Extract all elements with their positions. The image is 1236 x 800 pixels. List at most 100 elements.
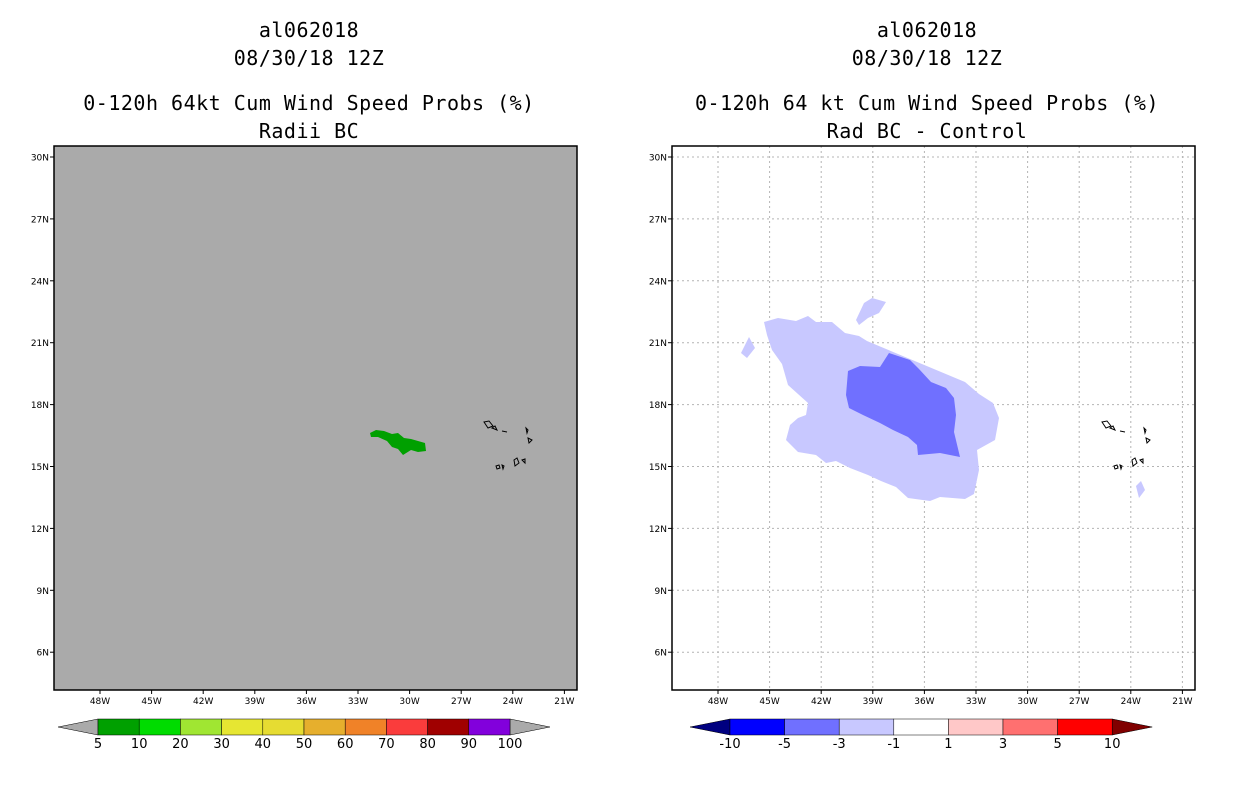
panel-radii-bc: al062018 08/30/18 12Z 0-120h 64kt Cum Wi… (31, 18, 578, 752)
map-frame (671, 145, 1196, 691)
colorbar-right-arrow (1111, 718, 1153, 736)
lon-label: 39W (863, 697, 883, 707)
diff-minus3-minus1-contour-west-patch (741, 337, 755, 358)
colorbar: -10 -5 -3 -1 1 3 5 10 (689, 718, 1153, 752)
colorbar-segment (262, 718, 305, 736)
lon-label: 21W (1172, 697, 1192, 707)
colorbar-label: 80 (419, 737, 436, 752)
lat-label: 12N (31, 525, 49, 535)
storm-id-title: al062018 (876, 18, 978, 42)
lat-label: 12N (649, 525, 667, 535)
colorbar-label: -10 (719, 737, 740, 752)
lat-label: 24N (31, 277, 49, 287)
colorbar-segment (1002, 718, 1058, 736)
lat-label: 15N (649, 463, 667, 473)
difference-contours (741, 298, 1145, 501)
lon-label: 42W (193, 697, 213, 707)
product-title: 0-120h 64 kt Cum Wind Speed Probs (%) (694, 91, 1160, 115)
colorbar-segment (180, 718, 222, 736)
diff-minus3-minus1-contour-north-lobe (856, 298, 886, 325)
lat-label: 30N (649, 154, 667, 164)
colorbar-left-arrow (57, 718, 99, 736)
latitude-labels: 30N 27N 24N 21N 18N 15N 12N 9N 6N (649, 154, 672, 659)
diff-minus5-minus3-contour (846, 353, 960, 457)
colorbar-segment (948, 718, 1004, 736)
probability-contours (370, 430, 426, 455)
lon-label: 36W (914, 697, 934, 707)
lon-label: 45W (141, 697, 161, 707)
diff-minus3-minus1-contour-east-patch (1136, 481, 1145, 498)
colorbar-segment (838, 718, 895, 736)
colorbar-segment (729, 718, 785, 736)
lon-label: 48W (708, 697, 728, 707)
lat-label: 18N (649, 401, 667, 411)
map-background (54, 146, 577, 690)
colorbar-label: 20 (172, 737, 189, 752)
colorbar-label: 5 (94, 737, 102, 752)
datetime-title: 08/30/18 12Z (851, 46, 1003, 70)
subtitle: Rad BC - Control (826, 119, 1028, 143)
colorbar-label: 10 (1104, 737, 1121, 752)
colorbar-segment (303, 718, 346, 736)
colorbar-label: 40 (255, 737, 272, 752)
coastline-cape-verde (1101, 420, 1151, 471)
lon-label: 45W (759, 697, 779, 707)
lon-label: 33W (348, 697, 368, 707)
lon-label: 27W (451, 697, 471, 707)
longitude-labels: 48W 45W 42W 39W 36W 33W 30W 27W 24W 21W (90, 690, 575, 707)
storm-id-title: al062018 (258, 18, 360, 42)
map-figure: 30N 27N 24N 21N 18N 15N 12N 9N 6N 48W 45W 42W 39W 36… (649, 145, 1196, 752)
lat-label: 9N (37, 587, 49, 597)
lon-label: 24W (503, 697, 523, 707)
latitude-labels: 30N 27N 24N 21N 18N 15N 12N 9N 6N (31, 154, 54, 659)
colorbar-right-arrow (509, 718, 551, 736)
colorbar-segment (784, 718, 840, 736)
colorbar-segment (138, 718, 181, 736)
colorbar-label: 30 (213, 737, 230, 752)
colorbar-segment (893, 718, 949, 736)
lon-label: 39W (245, 697, 265, 707)
colorbar-label: 3 (999, 737, 1007, 752)
product-title: 0-120h 64kt Cum Wind Speed Probs (%) (83, 91, 535, 115)
lat-label: 6N (655, 649, 667, 659)
colorbar-segment (344, 718, 387, 736)
coastline-cape-verde (483, 420, 533, 471)
colorbar: 5 10 20 30 40 50 60 70 80 90 100 (57, 718, 551, 752)
lon-label: 30W (399, 697, 419, 707)
subtitle: Radii BC (258, 119, 360, 143)
wind-prob-5-10-contour (370, 430, 426, 455)
colorbar-label: 90 (461, 737, 478, 752)
lat-label: 24N (649, 277, 667, 287)
lat-label: 15N (31, 463, 49, 473)
lon-label: 33W (966, 697, 986, 707)
lat-label: 21N (31, 339, 49, 349)
colorbar-label: 10 (131, 737, 148, 752)
lat-label: 18N (31, 401, 49, 411)
colorbar-segment (1057, 718, 1113, 736)
lon-label: 48W (90, 697, 110, 707)
map-figure: 30N 27N 24N 21N 18N 15N 12N 9N 6N 48W 45W 42W 39W 36… (31, 145, 578, 752)
datetime-title: 08/30/18 12Z (233, 46, 385, 70)
colorbar-segment (221, 718, 264, 736)
longitude-labels: 48W 45W 42W 39W 36W 33W 30W 27W 24W 21W (708, 690, 1193, 707)
colorbar-segment (386, 718, 428, 736)
lon-label: 30W (1017, 697, 1037, 707)
lat-label: 6N (37, 649, 49, 659)
lon-label: 42W (811, 697, 831, 707)
colorbar-label: 60 (337, 737, 354, 752)
colorbar-segment (427, 718, 470, 736)
lat-label: 30N (31, 154, 49, 164)
colorbar-label: 1 (944, 737, 952, 752)
lon-label: 36W (296, 697, 316, 707)
colorbar-label: 5 (1053, 737, 1061, 752)
colorbar-label: -5 (778, 737, 791, 752)
lat-label: 21N (649, 339, 667, 349)
lat-label: 9N (655, 587, 667, 597)
lon-label: 21W (554, 697, 574, 707)
panel-rad-bc-minus-control: al062018 08/30/18 12Z 0-120h 64 kt Cum W… (618, 0, 1236, 800)
colorbar-left-arrow (689, 718, 731, 736)
lon-label: 24W (1121, 697, 1141, 707)
colorbar-label: -1 (887, 737, 900, 752)
lat-label: 27N (31, 215, 49, 225)
colorbar-label: 70 (378, 737, 395, 752)
